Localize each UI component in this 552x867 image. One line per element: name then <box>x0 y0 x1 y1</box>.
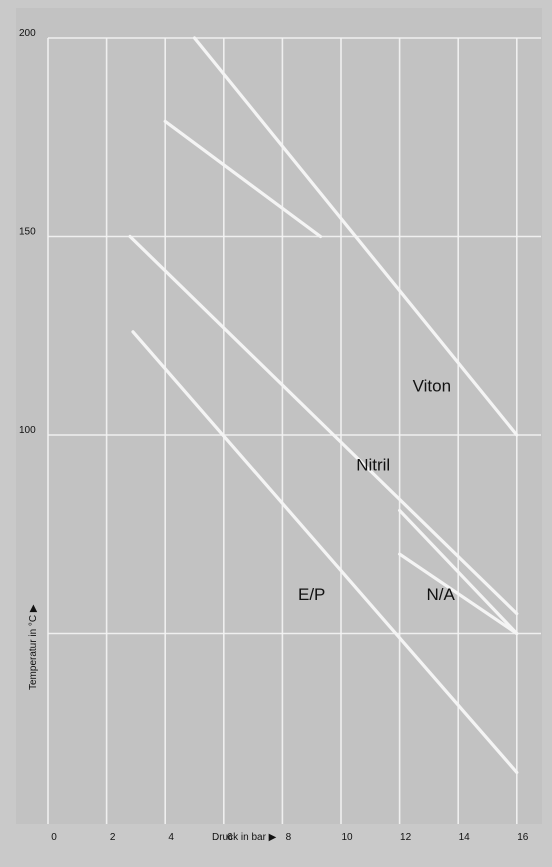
series-line <box>128 234 519 616</box>
tick-labels: 0 2 4 6 8 10 12 14 16 200 150 100 <box>19 28 529 843</box>
series-line <box>398 552 519 636</box>
x-tick-label: 6 <box>227 832 233 843</box>
series-line <box>398 508 519 636</box>
series-line <box>192 36 519 437</box>
y-axis-title: Temperatur in °C ▶ <box>28 604 39 690</box>
x-tick-label: 12 <box>400 832 412 843</box>
x-tick-label: 10 <box>341 832 353 843</box>
x-axis-title: Druck in bar ▶ <box>212 832 277 843</box>
x-tick-label: 4 <box>168 832 174 843</box>
x-tick-label: 2 <box>110 832 116 843</box>
series-label: N/A <box>426 585 455 604</box>
plot-background <box>16 8 542 824</box>
y-tick-label: 100 <box>19 425 36 436</box>
series-label: Viton <box>413 376 451 395</box>
series-label: E/P <box>298 585 325 604</box>
x-tick-label: 14 <box>459 832 471 843</box>
y-tick-label: 200 <box>19 28 36 39</box>
series-label: Nitril <box>356 456 390 475</box>
series-line <box>163 119 323 239</box>
grid <box>47 37 541 824</box>
series-line <box>131 330 519 775</box>
series-labels: Viton Nitril E/P N/A <box>298 376 455 603</box>
x-tick-label: 16 <box>517 832 529 843</box>
series-lines <box>128 36 519 775</box>
x-tick-label: 0 <box>51 832 57 843</box>
x-tick-label: 8 <box>286 832 292 843</box>
y-tick-label: 150 <box>19 227 36 238</box>
